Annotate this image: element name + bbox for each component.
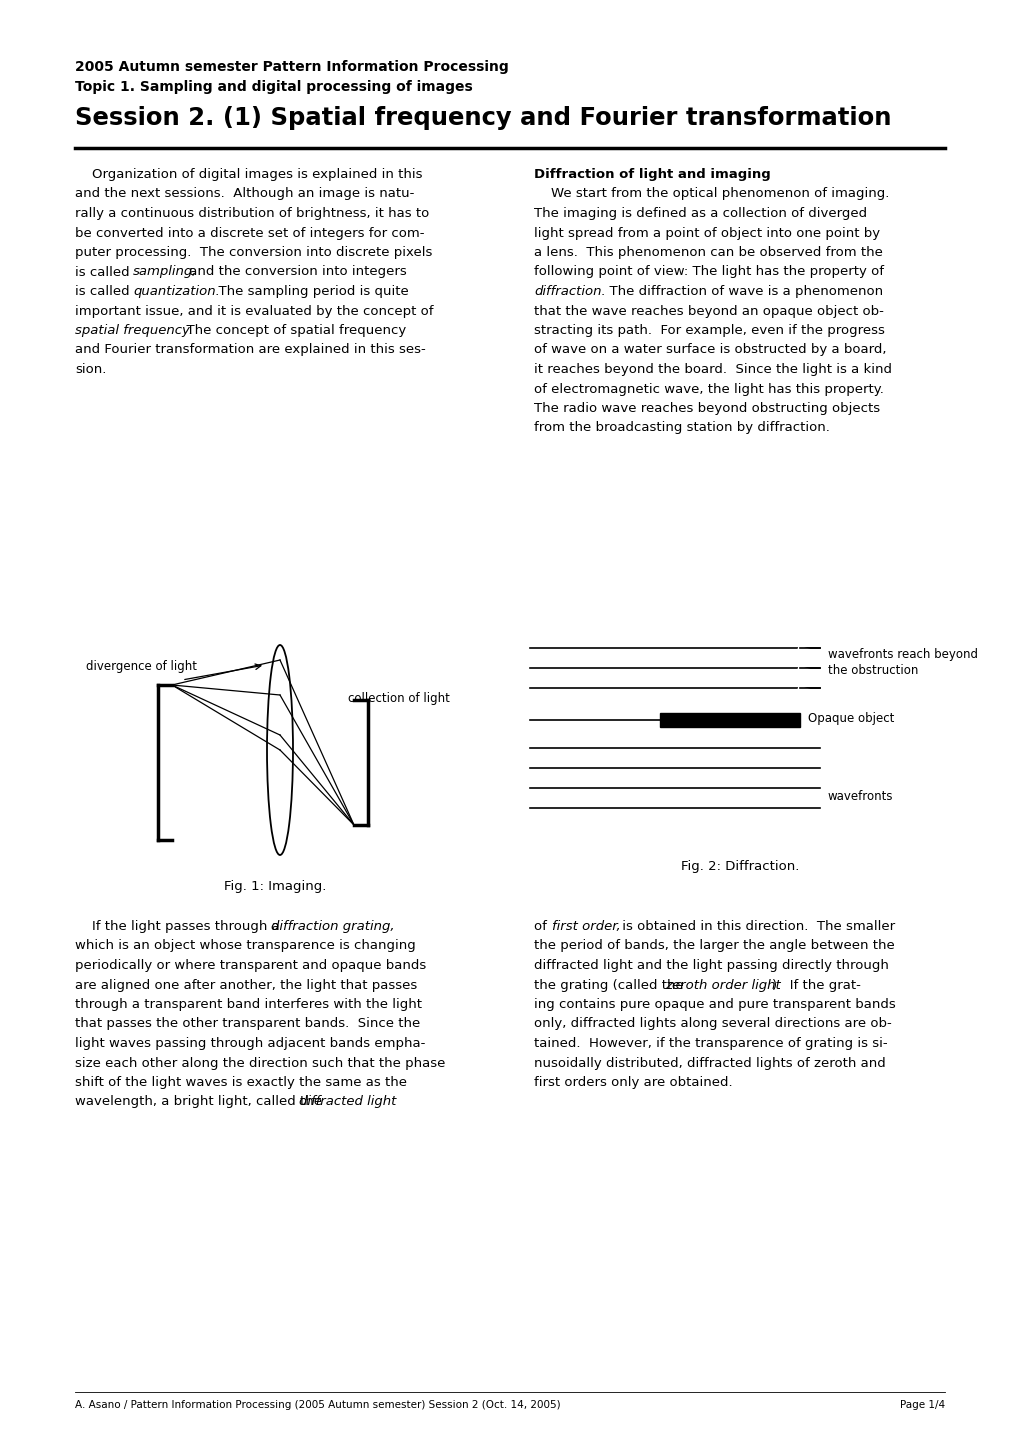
Text: collection of light: collection of light bbox=[347, 693, 449, 706]
Bar bbox=[659, 713, 799, 727]
Text: tained.  However, if the transparence of grating is si-: tained. However, if the transparence of … bbox=[534, 1038, 887, 1051]
Text: divergence of light: divergence of light bbox=[86, 659, 197, 672]
Text: ing contains pure opaque and pure transparent bands: ing contains pure opaque and pure transp… bbox=[534, 999, 895, 1012]
Text: light spread from a point of object into one point by: light spread from a point of object into… bbox=[534, 227, 879, 240]
Text: wavefronts: wavefronts bbox=[827, 789, 893, 802]
Text: that passes the other transparent bands.  Since the: that passes the other transparent bands.… bbox=[75, 1017, 420, 1030]
Text: be converted into a discrete set of integers for com-: be converted into a discrete set of inte… bbox=[75, 227, 424, 240]
Text: size each other along the direction such that the phase: size each other along the direction such… bbox=[75, 1056, 445, 1069]
Text: wavelength, a bright light, called the: wavelength, a bright light, called the bbox=[75, 1095, 326, 1108]
Text: ).  If the grat-: ). If the grat- bbox=[771, 978, 860, 991]
Text: The radio wave reaches beyond obstructing objects: The radio wave reaches beyond obstructin… bbox=[534, 403, 879, 416]
Text: quantization.: quantization. bbox=[132, 286, 220, 299]
Text: spatial frequency.: spatial frequency. bbox=[75, 325, 193, 338]
Text: wavefronts reach beyond: wavefronts reach beyond bbox=[827, 648, 977, 661]
Text: is called: is called bbox=[75, 286, 133, 299]
Text: light waves passing through adjacent bands empha-: light waves passing through adjacent ban… bbox=[75, 1038, 425, 1051]
Text: it reaches beyond the board.  Since the light is a kind: it reaches beyond the board. Since the l… bbox=[534, 364, 892, 377]
Text: The diffraction of wave is a phenomenon: The diffraction of wave is a phenomenon bbox=[600, 286, 882, 299]
Text: diffraction.: diffraction. bbox=[534, 286, 605, 299]
Text: zeroth order light: zeroth order light bbox=[664, 978, 780, 991]
Text: which is an object whose transparence is changing: which is an object whose transparence is… bbox=[75, 939, 416, 952]
Text: Organization of digital images is explained in this: Organization of digital images is explai… bbox=[75, 167, 422, 180]
Text: Session 2. (1) Spatial frequency and Fourier transformation: Session 2. (1) Spatial frequency and Fou… bbox=[75, 105, 891, 130]
Text: and the conversion into integers: and the conversion into integers bbox=[184, 266, 407, 278]
Text: of: of bbox=[534, 921, 550, 934]
Text: diffracted light: diffracted light bbox=[299, 1095, 396, 1108]
Text: important issue, and it is evaluated by the concept of: important issue, and it is evaluated by … bbox=[75, 304, 433, 317]
Text: the obstruction: the obstruction bbox=[827, 664, 917, 677]
Text: only, diffracted lights along several directions are ob-: only, diffracted lights along several di… bbox=[534, 1017, 891, 1030]
Text: a lens.  This phenomenon can be observed from the: a lens. This phenomenon can be observed … bbox=[534, 245, 882, 258]
Text: and Fourier transformation are explained in this ses-: and Fourier transformation are explained… bbox=[75, 343, 425, 356]
Text: The imaging is defined as a collection of diverged: The imaging is defined as a collection o… bbox=[534, 206, 866, 219]
Text: periodically or where transparent and opaque bands: periodically or where transparent and op… bbox=[75, 960, 426, 973]
Text: The sampling period is quite: The sampling period is quite bbox=[210, 286, 409, 299]
Text: first orders only are obtained.: first orders only are obtained. bbox=[534, 1076, 732, 1089]
Text: Opaque object: Opaque object bbox=[807, 711, 894, 724]
Text: through a transparent band interferes with the light: through a transparent band interferes wi… bbox=[75, 999, 422, 1012]
Text: puter processing.  The conversion into discrete pixels: puter processing. The conversion into di… bbox=[75, 245, 432, 258]
Text: sampling,: sampling, bbox=[132, 266, 198, 278]
Text: Topic 1. Sampling and digital processing of images: Topic 1. Sampling and digital processing… bbox=[75, 79, 472, 94]
Text: of electromagnetic wave, the light has this property.: of electromagnetic wave, the light has t… bbox=[534, 382, 883, 395]
Text: is called: is called bbox=[75, 266, 133, 278]
Text: from the broadcasting station by diffraction.: from the broadcasting station by diffrac… bbox=[534, 421, 829, 434]
Text: Page 1/4: Page 1/4 bbox=[899, 1400, 944, 1410]
Text: shift of the light waves is exactly the same as the: shift of the light waves is exactly the … bbox=[75, 1076, 407, 1089]
Text: A. Asano / Pattern Information Processing (2005 Autumn semester) Session 2 (Oct.: A. Asano / Pattern Information Processin… bbox=[75, 1400, 560, 1410]
Text: stracting its path.  For example, even if the progress: stracting its path. For example, even if… bbox=[534, 325, 884, 338]
Text: first order,: first order, bbox=[551, 921, 621, 934]
Text: sion.: sion. bbox=[75, 364, 106, 377]
Text: and the next sessions.  Although an image is natu-: and the next sessions. Although an image… bbox=[75, 188, 414, 201]
Text: following point of view: The light has the property of: following point of view: The light has t… bbox=[534, 266, 883, 278]
Text: the grating (called the: the grating (called the bbox=[534, 978, 688, 991]
Text: that the wave reaches beyond an opaque object ob-: that the wave reaches beyond an opaque o… bbox=[534, 304, 883, 317]
Text: If the light passes through a: If the light passes through a bbox=[75, 921, 283, 934]
Text: of wave on a water surface is obstructed by a board,: of wave on a water surface is obstructed… bbox=[534, 343, 886, 356]
Text: are aligned one after another, the light that passes: are aligned one after another, the light… bbox=[75, 978, 417, 991]
Text: the period of bands, the larger the angle between the: the period of bands, the larger the angl… bbox=[534, 939, 894, 952]
Text: rally a continuous distribution of brightness, it has to: rally a continuous distribution of brigh… bbox=[75, 206, 429, 219]
Text: We start from the optical phenomenon of imaging.: We start from the optical phenomenon of … bbox=[534, 188, 889, 201]
Text: diffraction grating,: diffraction grating, bbox=[271, 921, 394, 934]
Text: The concept of spatial frequency: The concept of spatial frequency bbox=[178, 325, 406, 338]
Text: is obtained in this direction.  The smaller: is obtained in this direction. The small… bbox=[618, 921, 895, 934]
Text: Diffraction of light and imaging: Diffraction of light and imaging bbox=[534, 167, 770, 180]
Text: Fig. 2: Diffraction.: Fig. 2: Diffraction. bbox=[680, 860, 799, 873]
Text: diffracted light and the light passing directly through: diffracted light and the light passing d… bbox=[534, 960, 888, 973]
Text: Fig. 1: Imaging.: Fig. 1: Imaging. bbox=[223, 880, 326, 893]
Text: 2005 Autumn semester Pattern Information Processing: 2005 Autumn semester Pattern Information… bbox=[75, 61, 508, 74]
Text: nusoidally distributed, diffracted lights of zeroth and: nusoidally distributed, diffracted light… bbox=[534, 1056, 884, 1069]
